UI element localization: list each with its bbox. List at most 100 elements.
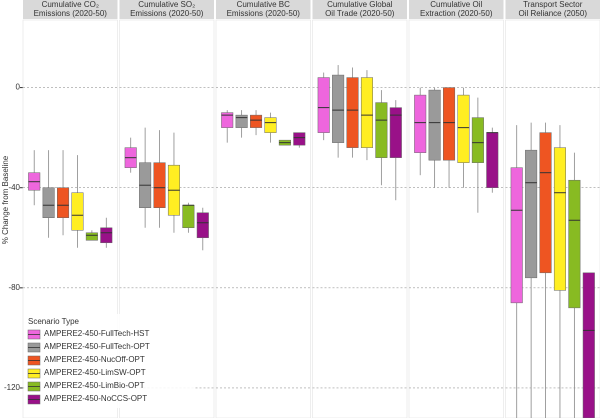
box — [235, 114, 248, 128]
box — [221, 112, 234, 128]
box — [525, 149, 538, 279]
box-group — [278, 139, 291, 146]
legend-bg — [24, 314, 194, 408]
box-group — [486, 127, 499, 193]
box — [182, 204, 195, 229]
panel — [215, 19, 311, 418]
box — [196, 212, 209, 239]
box — [375, 102, 388, 158]
box-group — [293, 132, 306, 148]
y-tick-label: 0 — [16, 83, 21, 92]
box-group — [28, 150, 41, 206]
panel-title: Extraction (2020-50) — [420, 9, 493, 18]
box-group — [582, 272, 595, 418]
box-group — [42, 150, 55, 238]
box — [360, 77, 373, 148]
box — [568, 179, 581, 309]
legend-title: Scenario Type — [28, 317, 80, 326]
box — [414, 94, 427, 153]
box — [293, 132, 306, 146]
box — [539, 132, 552, 274]
box-group — [153, 130, 166, 228]
box-group — [414, 87, 427, 176]
box-group — [389, 100, 402, 201]
panel-title: Cumulative Oil — [430, 0, 482, 9]
box — [486, 132, 499, 188]
panel — [408, 19, 504, 418]
box — [42, 187, 55, 218]
panel-strip — [409, 0, 504, 19]
box — [71, 192, 84, 231]
panel-strip — [119, 0, 214, 19]
box-group — [510, 125, 523, 418]
panel-strip — [23, 0, 118, 19]
box-group — [85, 230, 98, 241]
box — [471, 117, 484, 163]
box-group — [196, 207, 209, 251]
box-group — [346, 67, 359, 158]
box — [582, 272, 595, 418]
panel-title: Cumulative BC — [237, 0, 291, 9]
box-group — [57, 150, 70, 236]
panel-title: Emissions (2020-50) — [227, 9, 301, 18]
box-group — [167, 132, 180, 233]
legend-label: AMPERE2-450-LimSW-OPT — [44, 368, 146, 377]
box — [457, 94, 470, 163]
panel-title: Oil Trade (2020-50) — [325, 9, 395, 18]
box-group — [539, 122, 552, 418]
box-group — [182, 202, 195, 233]
legend-label: AMPERE2-450-LimBio-OPT — [44, 381, 145, 390]
panel-title: Cumulative Global — [327, 0, 393, 9]
box — [250, 114, 263, 128]
box-group — [235, 110, 248, 138]
y-tick-label: -80 — [8, 283, 20, 292]
box-group — [457, 87, 470, 188]
box — [57, 187, 70, 218]
legend-label: AMPERE2-450-FullTech-OPT — [44, 342, 150, 351]
box-group — [264, 112, 277, 143]
legend-label: AMPERE2-450-FullTech-HST — [44, 329, 149, 338]
box — [443, 87, 456, 161]
box-group — [139, 127, 152, 228]
box-group — [250, 110, 263, 136]
box-group — [360, 70, 373, 161]
box-group — [568, 152, 581, 418]
box — [153, 162, 166, 208]
box-group — [553, 125, 566, 418]
box — [317, 77, 330, 133]
y-axis-label: % Change from Baseline — [1, 155, 10, 244]
box — [264, 117, 277, 133]
box-group — [71, 155, 84, 248]
legend-label: AMPERE2-450-NoCCS-OPT — [44, 394, 147, 403]
y-tick-label: -120 — [4, 383, 21, 392]
box — [510, 167, 523, 304]
panel-title: Emissions (2020-50) — [34, 9, 108, 18]
box-group — [332, 65, 345, 158]
box-group — [525, 122, 538, 418]
box-group — [100, 217, 113, 248]
box-group — [471, 97, 484, 213]
box — [389, 107, 402, 158]
panel-strip — [312, 0, 407, 19]
box — [85, 232, 98, 241]
box-group — [124, 137, 137, 173]
box-group — [443, 87, 456, 188]
box — [428, 89, 441, 161]
box-group — [428, 87, 441, 188]
box — [100, 227, 113, 244]
panel-title: Emissions (2020-50) — [130, 9, 204, 18]
panel-title: Cumulative CO₂ — [42, 0, 99, 9]
panel-strip — [505, 0, 600, 19]
panel-title: Transport Sector — [523, 0, 583, 9]
panel-strip — [216, 0, 311, 19]
panel-title: Oil Reliance (2050) — [519, 9, 588, 18]
box — [346, 77, 359, 148]
panel-title: Cumulative SO₂ — [138, 0, 195, 9]
legend-label: AMPERE2-450-NucOff-OPT — [44, 355, 145, 364]
box-group — [221, 110, 234, 143]
y-tick-label: -40 — [8, 183, 20, 192]
box-group — [317, 72, 330, 141]
box — [553, 147, 566, 291]
box-group — [375, 90, 388, 186]
